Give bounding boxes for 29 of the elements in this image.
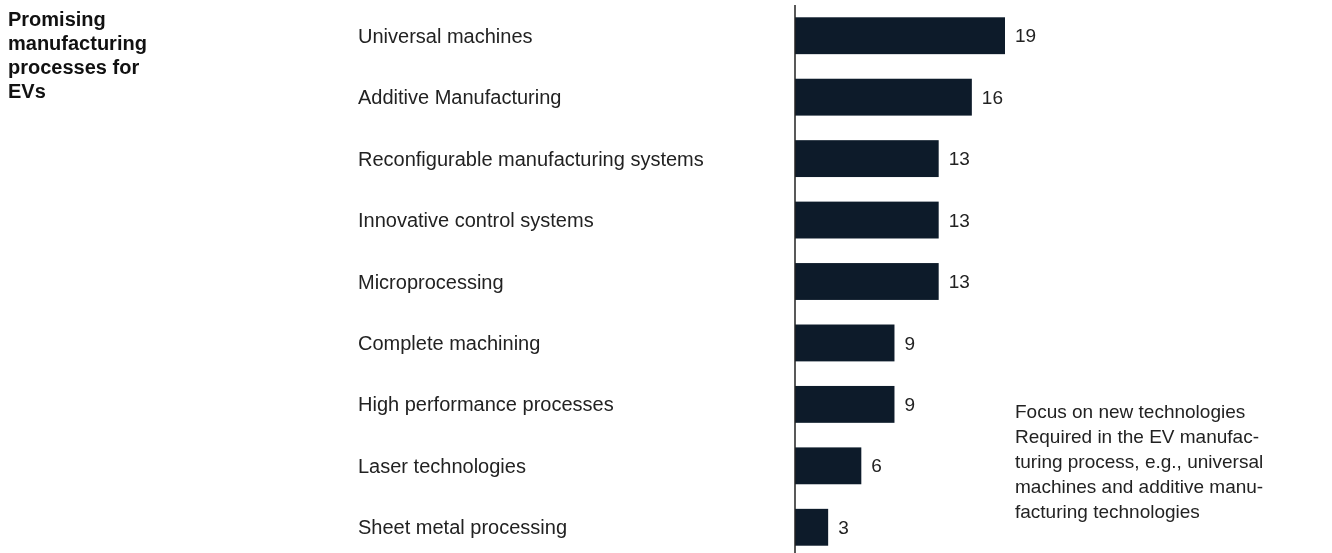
y-tick-label: Complete machining	[358, 331, 541, 354]
y-tick-label: High performance processes	[358, 393, 614, 416]
data-label: 13	[948, 209, 970, 231]
bar	[795, 508, 829, 546]
y-tick-label: Universal machines	[358, 24, 533, 47]
data-label: 13	[948, 148, 970, 170]
bar	[795, 263, 939, 300]
data-label: 6	[871, 455, 882, 477]
data-label: 9	[904, 394, 916, 416]
bar	[795, 201, 939, 239]
bar	[795, 324, 895, 362]
bar	[795, 140, 939, 178]
bar	[795, 385, 895, 423]
y-tick-label: Reconfigurable manufacturing systems	[358, 147, 704, 170]
y-tick-label: Microprocessing	[358, 270, 504, 293]
text: Focus on new technologies Required in the EV manufac- turing process, e.g., universal machines and additive manu- facturing technologies	[1015, 401, 1264, 522]
bar	[795, 17, 1005, 55]
y-tick-label: Additive Manufacturing	[358, 86, 562, 109]
data-label: 13	[948, 271, 970, 293]
bar	[795, 447, 862, 485]
y-tick-label: Sheet metal processing	[358, 516, 568, 539]
y-tick-label: Laser technologies	[358, 454, 526, 477]
data-label: 3	[838, 516, 849, 538]
data-label: 19	[1015, 25, 1037, 47]
bar	[795, 78, 972, 116]
text: Promising manufacturing processes for EVs	[8, 8, 147, 102]
y-tick-label: Innovative control systems	[358, 209, 594, 232]
data-label: 9	[904, 332, 916, 354]
data-label: 16	[981, 86, 1003, 108]
